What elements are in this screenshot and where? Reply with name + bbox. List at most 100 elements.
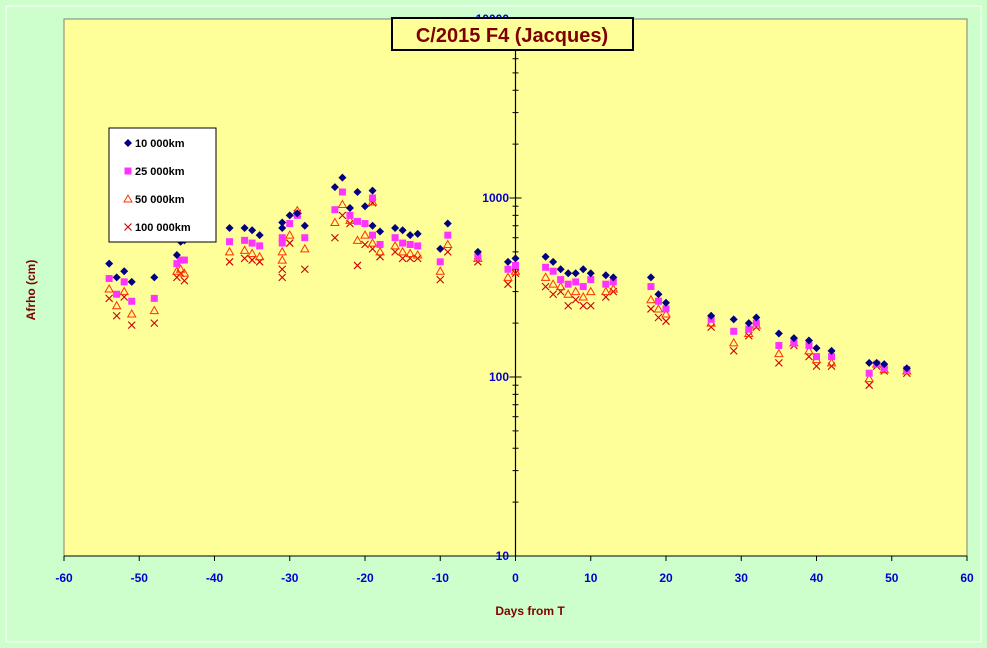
data-point (774, 348, 784, 358)
data-point (474, 253, 482, 261)
data-point (707, 311, 716, 320)
data-point (586, 301, 595, 310)
data-point (338, 188, 346, 196)
data-point (828, 353, 836, 361)
data-point (548, 279, 558, 288)
data-point (542, 263, 550, 271)
data-point (398, 254, 407, 263)
data-point (331, 206, 339, 214)
x-axis-ticks: -60 -50 -40 -30 -20 -10 0 10 20 30 40 50 60 (55, 556, 974, 585)
x-tick-label: -10 (432, 571, 450, 585)
data-point (662, 298, 670, 307)
data-point (375, 246, 385, 256)
data-point (436, 244, 445, 253)
legend-marker (124, 223, 132, 231)
x-axis-label: Days from T (495, 604, 565, 618)
data-point (579, 301, 588, 310)
x-tick-label: 40 (810, 571, 824, 585)
data-point (549, 267, 557, 275)
data-point (300, 221, 309, 230)
y-tick-label: 1000 (482, 191, 509, 205)
legend-marker (123, 193, 133, 203)
data-point (353, 217, 361, 225)
data-point (654, 297, 662, 305)
data-point (331, 233, 339, 242)
data-point (880, 364, 888, 372)
data-point (278, 273, 287, 282)
data-point (436, 275, 445, 284)
data-point (352, 235, 363, 244)
data-point (707, 323, 716, 331)
data-point (338, 211, 347, 220)
data-point (564, 269, 573, 278)
series-diamond (105, 173, 911, 373)
data-point (353, 188, 362, 197)
data-point (285, 239, 294, 247)
data-points (104, 173, 912, 390)
data-point (406, 240, 414, 248)
data-point (248, 256, 257, 264)
data-point (126, 308, 137, 318)
data-point (173, 260, 181, 268)
data-point (175, 264, 186, 273)
data-point (225, 223, 234, 232)
data-point (442, 239, 453, 248)
data-point (564, 280, 572, 288)
data-point (226, 238, 234, 246)
data-point (104, 284, 115, 293)
x-tick-label: -40 (206, 571, 224, 585)
series-cross (105, 198, 911, 390)
data-point (789, 334, 798, 343)
data-point (504, 265, 512, 273)
data-point (504, 280, 512, 289)
data-point (541, 282, 550, 291)
data-point (579, 265, 588, 274)
legend-label: 100 000km (135, 222, 191, 234)
data-point (600, 286, 611, 296)
data-point (444, 231, 452, 239)
x-tick-label: -50 (131, 571, 149, 585)
data-point (180, 276, 189, 285)
legend-marker (124, 139, 132, 147)
data-point (367, 238, 378, 247)
data-point (391, 247, 399, 256)
data-point (240, 223, 249, 232)
data-point (412, 250, 423, 259)
data-point (150, 294, 158, 302)
legend: 10 000km 25 000km 50 000km 100 000km (108, 127, 217, 243)
data-point (654, 313, 663, 322)
data-point (240, 254, 249, 263)
data-point (413, 229, 422, 238)
y-tick-label: 100 (489, 370, 509, 384)
data-point (541, 252, 550, 261)
data-point (277, 246, 288, 256)
data-point (812, 362, 821, 371)
data-point (376, 227, 385, 236)
data-point (361, 220, 369, 228)
data-point (369, 231, 377, 239)
data-point (345, 215, 355, 224)
data-point (346, 211, 354, 219)
data-point (247, 248, 257, 257)
data-point (826, 357, 837, 367)
data-point (585, 286, 596, 296)
x-tick-label: -30 (281, 571, 299, 585)
y-tick-label: 10 (496, 549, 510, 563)
outer-frame (5, 5, 982, 643)
data-point (112, 311, 121, 320)
data-point (149, 305, 160, 315)
data-point (571, 295, 580, 304)
data-point (540, 272, 551, 281)
data-point (570, 286, 581, 296)
data-point (120, 278, 128, 286)
series-triangle (104, 196, 912, 383)
data-point (804, 345, 814, 355)
data-point (172, 266, 182, 275)
data-point (300, 265, 309, 274)
data-point (653, 303, 664, 313)
data-point (284, 230, 295, 239)
data-point (338, 173, 347, 182)
data-point (804, 336, 813, 345)
data-point (361, 240, 369, 249)
